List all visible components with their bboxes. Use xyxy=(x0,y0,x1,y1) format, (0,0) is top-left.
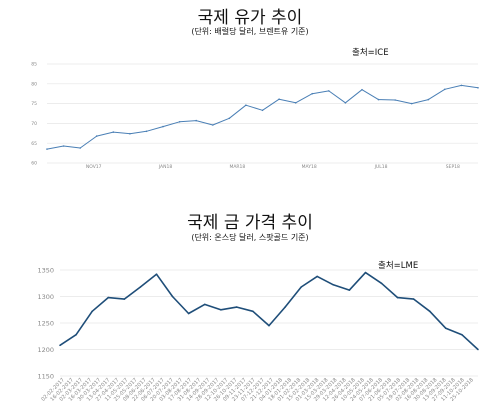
chart1-xtick-label: MAY18 xyxy=(302,164,317,170)
chart2-data-point xyxy=(477,348,479,351)
chart1-xtick-label: NOV17 xyxy=(86,164,102,170)
chart1-data-point xyxy=(95,135,98,137)
chart1-data-point xyxy=(410,102,413,105)
chart1-xtick-label: JAN18 xyxy=(158,164,173,170)
chart2-ytick-label: 1150 xyxy=(37,372,54,380)
chart1-data-point xyxy=(228,117,231,120)
chart2-data-point xyxy=(171,295,174,298)
chart2-source: 출처=LME xyxy=(378,261,419,271)
chart2-data-point xyxy=(187,312,190,315)
chart1-data-point xyxy=(361,88,363,91)
chart1-data-point xyxy=(79,147,81,149)
chart1-ytick-label: 75 xyxy=(31,101,37,107)
chart1-data-point xyxy=(178,121,181,123)
chart2-data-point xyxy=(348,289,351,291)
chart2-data-point xyxy=(155,273,158,276)
chart1-xtick-label: SEP18 xyxy=(446,164,460,170)
chart1-data-point xyxy=(427,98,430,101)
chart1-data-point xyxy=(394,99,396,101)
chart2-ytick-label: 1250 xyxy=(37,319,54,327)
chart2-data-point xyxy=(412,298,415,300)
chart2-data-point xyxy=(332,284,335,286)
chart2-data-point xyxy=(203,303,206,306)
chart1-ytick-label: 65 xyxy=(31,141,37,147)
chart1-data-point xyxy=(245,104,247,106)
chart1-data-point xyxy=(261,109,264,112)
chart1-xtick-label: MAR18 xyxy=(229,164,245,170)
chart2-title: 국제 금 가격 추이 xyxy=(187,213,313,233)
chart2-data-point xyxy=(220,309,222,311)
chart2-subtitle: (단위: 온스당 달러, 스팟골드 기준) xyxy=(191,233,309,242)
chart1-ytick-label: 85 xyxy=(31,62,37,68)
chart1-ytick-label: 80 xyxy=(31,81,37,87)
chart1-xtick-label: JUL18 xyxy=(374,164,388,170)
chart2-ytick-label: 1350 xyxy=(37,266,54,274)
chart2-ytick-label: 1300 xyxy=(37,293,54,301)
chart2-data-point xyxy=(91,310,93,313)
chart1-data-point xyxy=(460,84,463,87)
chart2-data-point xyxy=(59,344,61,347)
chart1-data-point xyxy=(328,90,330,92)
chart2-data-point xyxy=(123,298,126,300)
chart2-data-point xyxy=(107,296,109,299)
chart2-data-point xyxy=(268,324,270,327)
chart2-data-point xyxy=(284,306,286,308)
chart1-data-point xyxy=(311,92,314,95)
chart1-data-point xyxy=(129,132,131,135)
chart1-series-line xyxy=(46,84,479,150)
chart1-data-point xyxy=(377,98,380,101)
chart1-data-point xyxy=(212,124,214,126)
chart1-data-point xyxy=(444,88,446,91)
chart2-series-line xyxy=(59,271,479,351)
chart1-data-point xyxy=(195,119,197,122)
chart1-data-point xyxy=(145,130,148,133)
chart1-source: 출처=ICE xyxy=(352,48,389,58)
chart2-data-point xyxy=(364,271,367,274)
chart2-data-point xyxy=(139,286,142,288)
chart2-data-point xyxy=(316,275,319,278)
chart1-subtitle: (단위: 배럴당 달러, 브렌트유 기준) xyxy=(191,27,309,36)
chart2-data-point xyxy=(380,282,383,285)
chart2-ytick-label: 1200 xyxy=(37,346,54,354)
chart1-data-point xyxy=(344,102,347,104)
chart1-title: 국제 유가 추이 xyxy=(197,8,303,28)
chart1-data-point xyxy=(278,98,280,100)
chart1-ytick-label: 70 xyxy=(31,121,37,127)
chart1-ytick-label: 60 xyxy=(31,161,37,167)
chart1-data-point xyxy=(294,102,297,104)
chart1-data-point xyxy=(162,125,164,128)
chart2-data-point xyxy=(429,310,431,313)
chart2-data-point xyxy=(75,333,77,336)
chart1-data-point xyxy=(46,148,48,150)
chart1-data-point xyxy=(112,131,115,133)
chart1-data-point xyxy=(62,145,65,147)
chart1-data-point xyxy=(477,87,479,89)
chart2-data-point xyxy=(445,327,447,330)
chart2-data-point xyxy=(252,310,254,313)
chart2-data-point xyxy=(396,296,399,299)
chart2-data-point xyxy=(461,333,463,336)
chart2-data-point xyxy=(236,306,238,308)
chart2-data-point xyxy=(300,286,303,288)
